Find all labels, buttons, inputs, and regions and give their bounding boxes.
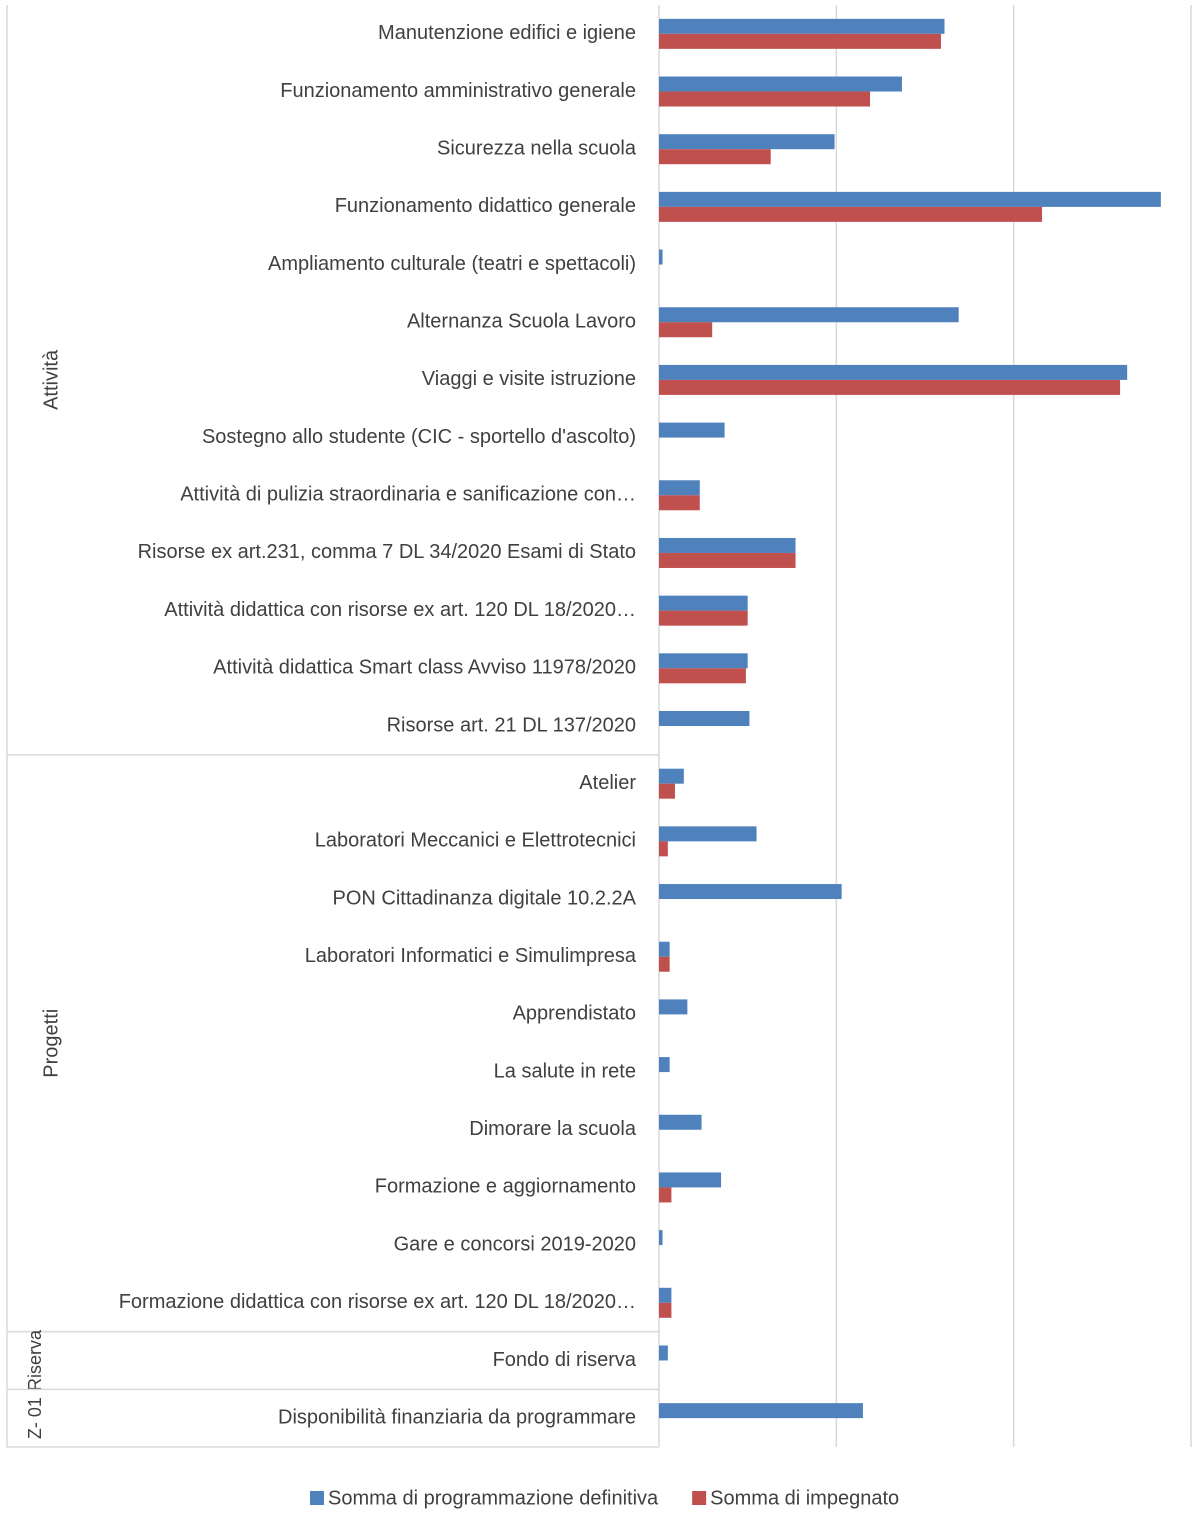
bar: [659, 826, 757, 842]
bar: [659, 76, 902, 92]
bar: [659, 711, 750, 726]
bar: [659, 91, 871, 107]
bar: [659, 841, 668, 857]
bar: [659, 134, 835, 150]
category-label: Manutenzione edifici e igiene: [378, 22, 636, 44]
category-label: Laboratori Informatici e Simulimpresa: [305, 945, 637, 967]
category-label: Ampliamento culturale (teatri e spettaco…: [268, 253, 636, 275]
category-label: Atelier: [579, 772, 636, 794]
bar: [659, 653, 748, 669]
bar: [659, 379, 1121, 395]
legend-label: Somma di programmazione definitiva: [328, 1487, 659, 1509]
bar: [659, 364, 1128, 380]
category-label: Formazione didattica con risorse ex art.…: [119, 1291, 636, 1313]
category-label: Attività di pulizia straordinaria e sani…: [180, 484, 636, 506]
bar: [659, 941, 670, 957]
bar: [659, 999, 688, 1015]
category-label: Attività didattica con risorse ex art. 1…: [164, 599, 636, 621]
bar: [659, 956, 670, 972]
category-label: Apprendistato: [513, 1003, 636, 1025]
bar: [659, 783, 675, 799]
bar: [659, 595, 748, 611]
legend-label: Somma di impegnato: [710, 1487, 899, 1509]
bar: [659, 495, 700, 511]
category-label: Risorse ex art.231, comma 7 DL 34/2020 E…: [138, 541, 636, 563]
category-label: Alternanza Scuola Lavoro: [407, 311, 636, 333]
category-label: Funzionamento amministrativo generale: [280, 80, 636, 102]
bar: [659, 552, 796, 568]
group-label: Progetti: [40, 1009, 62, 1078]
legend-swatch: [310, 1491, 324, 1505]
category-label: Gare e concorsi 2019-2020: [394, 1233, 636, 1255]
category-label: Risorse art. 21 DL 137/2020: [387, 714, 636, 736]
group-label: Attività: [40, 349, 62, 410]
bar: [659, 1403, 863, 1419]
category-label: Formazione e aggiornamento: [375, 1176, 636, 1198]
bar: [659, 249, 663, 265]
bar: [659, 1057, 670, 1073]
bar: [659, 1345, 668, 1361]
category-label: Fondo di riserva: [493, 1349, 637, 1371]
category-label: Dimorare la scuola: [469, 1118, 637, 1140]
bar: [659, 537, 796, 553]
category-label: Funzionamento didattico generale: [335, 195, 636, 217]
bar: [659, 1302, 672, 1318]
bar: [659, 149, 771, 165]
category-label: PON Cittadinanza digitale 10.2.2A: [332, 887, 636, 909]
bar: [659, 1114, 702, 1130]
category-label: Sostegno allo studente (CIC - sportello …: [202, 426, 636, 448]
category-label: Viaggi e visite istruzione: [422, 368, 636, 390]
bar: [659, 206, 1043, 222]
bar: [659, 191, 1161, 207]
bar: [659, 18, 945, 34]
bar: [659, 1187, 672, 1203]
bar: [659, 322, 713, 338]
category-label: Laboratori Meccanici e Elettrotecnici: [315, 830, 636, 852]
bar: [659, 1230, 663, 1246]
bar: [659, 1172, 722, 1188]
group-label: Z- 01: [25, 1397, 45, 1439]
category-label: La salute in rete: [494, 1060, 636, 1082]
category-label: Disponibilità finanziaria da programmare: [278, 1406, 636, 1428]
bar: [659, 768, 684, 784]
group-label: Riserva: [25, 1329, 45, 1391]
bar: [659, 1287, 672, 1303]
bar: [659, 422, 725, 438]
bar: [659, 884, 842, 900]
legend-swatch: [692, 1491, 707, 1505]
bar: [659, 668, 746, 684]
category-label: Sicurezza nella scuola: [437, 137, 637, 159]
bar: [659, 480, 700, 496]
bar: [659, 307, 959, 323]
bar: [659, 33, 941, 49]
bar: [659, 610, 748, 626]
category-label: Attività didattica Smart class Avviso 11…: [213, 657, 636, 679]
